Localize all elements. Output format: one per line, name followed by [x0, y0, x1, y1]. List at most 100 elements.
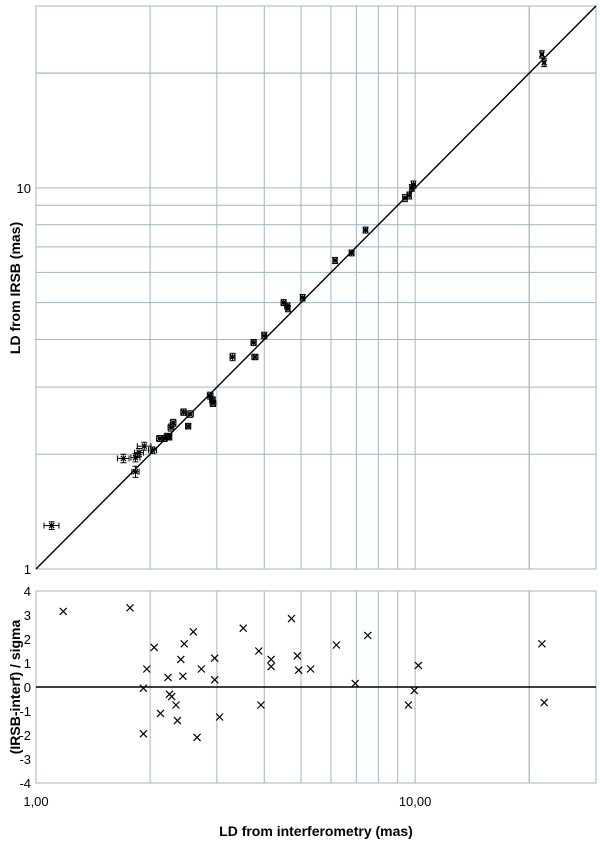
y-tick-label: -2: [19, 728, 31, 743]
x-marker: [120, 455, 127, 462]
x-marker: [332, 257, 339, 264]
data-point: [116, 453, 130, 464]
data-point: [254, 647, 263, 655]
data-point: [287, 614, 296, 623]
data-point: [139, 684, 148, 693]
data-point: [299, 294, 306, 302]
data-point: [267, 655, 276, 664]
data-point: [185, 422, 192, 430]
data-point: [251, 353, 259, 361]
x-marker: [401, 195, 408, 202]
data-point: [537, 639, 546, 648]
x-axis-label: LD from interferometry (mas): [219, 823, 413, 839]
data-point: [150, 643, 159, 652]
data-point: [166, 433, 173, 441]
x-marker: [141, 443, 148, 450]
y-tick-label: 1: [24, 656, 31, 671]
data-point: [294, 666, 303, 675]
x-marker: [229, 354, 236, 360]
data-point: [256, 701, 265, 709]
x-marker: [362, 227, 369, 234]
bottom-panel: 4 3 2 1 0 -1 -2 -3 -4 1,00 10,00 (IRSB-interf) / …: [7, 584, 597, 839]
data-point: [180, 639, 189, 648]
data-point: [186, 410, 194, 418]
y-tick-label: 1: [24, 562, 31, 577]
data-point: [306, 665, 315, 673]
data-point: [332, 256, 339, 265]
top-panel: 1 10 LD from IRSB (mas): [7, 5, 597, 577]
data-point: [178, 672, 187, 681]
data-point: [43, 521, 60, 530]
data-point: [261, 331, 268, 340]
data-point: [172, 701, 180, 709]
top-gridlines: [35, 5, 597, 570]
y-tick-label: 2: [24, 632, 31, 647]
data-point: [147, 446, 158, 454]
data-point: [406, 191, 413, 200]
data-point: [229, 352, 236, 362]
x-marker: [187, 411, 194, 418]
x-marker: [170, 419, 177, 426]
y-tick-label: 3: [24, 608, 31, 623]
data-point: [410, 180, 417, 189]
x-marker: [348, 249, 355, 256]
data-point: [250, 339, 257, 346]
x-marker: [149, 447, 156, 454]
data-point: [348, 249, 355, 257]
x-marker: [261, 332, 268, 339]
top-y-tick-labels: 1 10: [17, 181, 31, 577]
identity-line: [35, 5, 597, 570]
x-marker: [132, 454, 139, 461]
data-point: [209, 399, 217, 407]
x-marker: [251, 354, 258, 360]
data-point: [136, 441, 152, 451]
x-marker: [48, 522, 55, 529]
data-point: [134, 448, 144, 458]
data-point: [540, 698, 549, 707]
x-marker: [410, 181, 417, 188]
bottom-y-axis-label: (IRSB-interf) / sigma: [7, 620, 23, 755]
data-point: [332, 641, 341, 649]
x-tick-label: 1,00: [23, 794, 48, 809]
x-marker: [210, 400, 216, 407]
x-marker: [299, 294, 306, 301]
data-point: [363, 631, 372, 640]
data-point: [173, 716, 182, 725]
data-point: [139, 729, 148, 738]
x-marker: [538, 51, 545, 58]
data-point: [130, 452, 141, 463]
data-point: [351, 679, 360, 688]
x-marker: [136, 449, 143, 456]
data-point: [538, 50, 545, 59]
data-point: [210, 654, 219, 663]
data-point: [362, 226, 369, 234]
data-point: [239, 624, 248, 633]
data-point: [59, 607, 68, 616]
data-point: [414, 661, 423, 670]
data-point: [197, 665, 206, 673]
data-point: [404, 701, 413, 709]
x-marker: [250, 339, 257, 346]
data-point: [180, 408, 187, 416]
data-point: [142, 665, 151, 673]
data-point: [267, 662, 276, 671]
data-point: [215, 713, 224, 721]
bottom-y-tick-labels: 4 3 2 1 0 -1 -2 -3 -4: [19, 584, 31, 791]
data-point: [131, 465, 140, 478]
data-point: [210, 675, 219, 684]
x-marker: [207, 392, 214, 399]
y-tick-label: 0: [24, 680, 31, 695]
x-marker: [166, 434, 173, 440]
data-point: [189, 627, 198, 636]
y-tick-label: 10: [17, 181, 31, 196]
data-point: [410, 686, 419, 695]
y-tick-label: -1: [19, 704, 31, 719]
y-tick-label: 4: [24, 584, 31, 599]
data-point: [169, 418, 177, 427]
data-point: [541, 58, 548, 68]
data-point: [164, 673, 172, 682]
x-marker: [406, 192, 413, 199]
x-marker: [180, 409, 187, 416]
bottom-data-points: [59, 603, 549, 742]
